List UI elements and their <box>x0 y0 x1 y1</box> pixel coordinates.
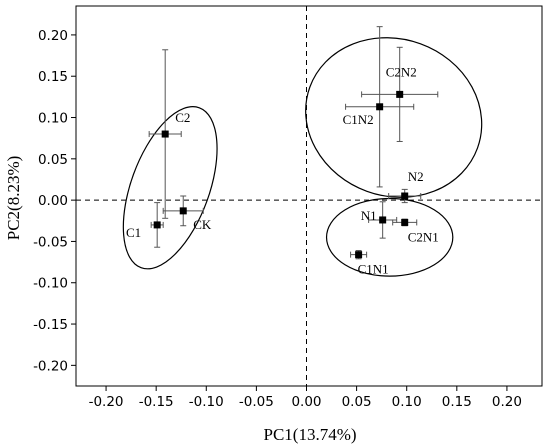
point-c1 <box>153 221 161 229</box>
point-c1n1 <box>355 251 363 259</box>
x-tick-label: -0.05 <box>239 394 274 410</box>
x-tick-label: -0.15 <box>139 394 174 410</box>
y-tick-label: -0.15 <box>33 317 68 333</box>
y-tick-label: 0.15 <box>38 69 68 85</box>
y-tick-label: -0.20 <box>33 358 68 374</box>
point-label-n2: N2 <box>408 169 424 184</box>
y-tick-label: 0.05 <box>38 152 68 168</box>
point-label-c2n2: C2N2 <box>386 64 417 79</box>
y-axis-ticks: -0.20 -0.15 -0.10 -0.05 0.00 0.05 0.10 0.15 0.20 <box>33 28 76 374</box>
y-tick-label: 0.20 <box>38 28 68 44</box>
group-ellipses <box>122 37 483 277</box>
x-axis-ticks: -0.20 -0.15 -0.10 -0.05 0.00 0.05 0.10 0.15 0.20 <box>89 386 522 410</box>
y-tick-label: 0.00 <box>38 193 68 209</box>
group-ellipse-n1 <box>325 197 454 277</box>
point-label-c2: C2 <box>175 110 190 125</box>
x-tick-label: 0.00 <box>291 394 321 410</box>
y-tick-label: -0.10 <box>33 276 68 292</box>
point-label-c1n1: C1N1 <box>358 262 389 277</box>
point-label-c1: C1 <box>126 225 141 240</box>
x-tick-label: 0.20 <box>492 394 522 410</box>
point-c2 <box>161 130 169 138</box>
point-ck <box>179 207 187 215</box>
x-axis-title: PC1(13.74%) <box>263 425 356 444</box>
point-n2 <box>401 192 409 200</box>
x-tick-label: -0.10 <box>189 394 224 410</box>
point-c1n2 <box>376 103 384 111</box>
point-label-ck: CK <box>193 217 212 232</box>
y-tick-label: 0.10 <box>38 111 68 127</box>
reference-lines <box>76 6 542 386</box>
point-label-c1n2: C1N2 <box>343 112 374 127</box>
y-axis-title: PC2(8.23%) <box>4 156 23 241</box>
plot-frame <box>75 5 543 387</box>
data-points <box>153 90 409 259</box>
group-ellipse-n2 <box>305 37 483 198</box>
point-labels: C2 C1 CK C2N2 C1N2 N2 N1 C2N1 C1N1 <box>126 64 439 276</box>
group-ellipse-c <box>122 106 218 270</box>
x-tick-label: 0.05 <box>342 394 372 410</box>
y-tick-label: -0.05 <box>33 234 68 250</box>
point-n1 <box>379 216 387 224</box>
x-tick-label: 0.15 <box>442 394 472 410</box>
point-label-c2n1: C2N1 <box>408 229 439 244</box>
x-tick-label: 0.10 <box>392 394 422 410</box>
point-c2n2 <box>396 90 404 98</box>
point-label-n1: N1 <box>361 208 377 223</box>
x-tick-label: -0.20 <box>89 394 124 410</box>
point-c2n1 <box>401 218 409 226</box>
